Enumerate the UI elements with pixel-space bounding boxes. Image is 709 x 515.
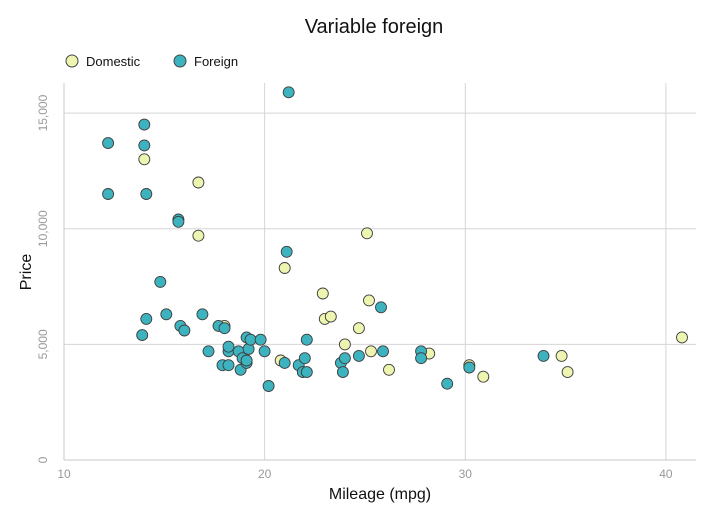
data-point-foreign xyxy=(377,345,389,358)
data-point-foreign xyxy=(300,366,313,379)
data-point-foreign xyxy=(140,188,153,200)
data-point-foreign xyxy=(102,137,115,150)
x-tick-label: 20 xyxy=(258,467,272,481)
legend-swatch-foreign xyxy=(173,54,187,68)
data-point-foreign xyxy=(154,275,167,288)
data-point-foreign xyxy=(160,308,173,321)
data-point-foreign xyxy=(336,366,349,379)
data-point-domestic xyxy=(278,262,291,274)
data-point-foreign xyxy=(136,329,149,342)
data-point-domestic xyxy=(555,349,568,362)
legend-swatch-domestic xyxy=(65,54,79,68)
x-tick-label: 30 xyxy=(459,467,473,481)
data-point-foreign xyxy=(338,352,351,365)
legend-label-foreign: Foreign xyxy=(194,54,238,69)
data-point-domestic xyxy=(365,345,377,358)
data-point-domestic xyxy=(316,287,329,300)
data-point-foreign xyxy=(138,118,151,131)
grid-layer xyxy=(64,83,696,460)
y-tick-label: 0 xyxy=(36,456,50,463)
data-point-foreign xyxy=(222,359,235,372)
data-point-foreign xyxy=(278,356,291,369)
x-tick-label: 40 xyxy=(659,467,673,481)
tick-layer: 10 20 30 40 0 5,000 10,000 15,000 xyxy=(36,94,673,481)
point-layer xyxy=(102,86,688,392)
data-point-foreign xyxy=(262,380,275,392)
chart-title: Variable foreign xyxy=(305,16,444,38)
data-point-foreign xyxy=(254,333,267,346)
data-point-foreign xyxy=(240,354,253,367)
y-tick-label: 15,000 xyxy=(36,94,50,131)
data-point-foreign xyxy=(172,215,185,228)
data-point-foreign xyxy=(375,301,387,314)
data-point-domestic xyxy=(352,322,365,335)
data-point-foreign xyxy=(196,308,209,321)
data-point-foreign xyxy=(537,349,550,362)
data-point-domestic xyxy=(383,363,395,376)
data-point-foreign xyxy=(222,340,235,353)
data-point-domestic xyxy=(676,331,688,344)
data-point-foreign xyxy=(244,333,257,346)
data-point-foreign xyxy=(282,86,295,99)
data-point-foreign xyxy=(298,352,311,365)
data-point-foreign xyxy=(178,324,191,337)
data-point-domestic xyxy=(138,153,151,166)
data-point-domestic xyxy=(363,294,375,307)
data-point-foreign xyxy=(258,345,271,358)
y-tick-label: 5,000 xyxy=(36,329,50,359)
legend: Domestic Foreign xyxy=(65,54,238,69)
data-point-domestic xyxy=(477,370,490,383)
data-point-foreign xyxy=(441,377,454,390)
data-point-foreign xyxy=(138,139,151,152)
data-point-domestic xyxy=(338,338,351,351)
data-point-domestic xyxy=(561,366,574,379)
data-point-domestic xyxy=(192,229,205,242)
data-point-foreign xyxy=(415,352,428,365)
data-point-foreign xyxy=(102,188,115,200)
data-point-foreign xyxy=(352,349,365,362)
x-tick-label: 10 xyxy=(57,467,71,481)
data-point-domestic xyxy=(324,310,337,323)
data-point-domestic xyxy=(192,176,205,189)
data-point-foreign xyxy=(300,333,313,346)
data-point-foreign xyxy=(280,245,293,258)
y-tick-label: 10,000 xyxy=(36,210,50,247)
data-point-foreign xyxy=(218,322,231,335)
data-point-foreign xyxy=(140,312,153,325)
data-point-domestic xyxy=(361,227,373,240)
x-axis-label: Mileage (mpg) xyxy=(329,486,431,503)
data-point-foreign xyxy=(202,345,215,358)
y-axis-label: Price xyxy=(18,254,35,291)
data-point-foreign xyxy=(463,361,476,374)
legend-label-domestic: Domestic xyxy=(86,54,141,69)
